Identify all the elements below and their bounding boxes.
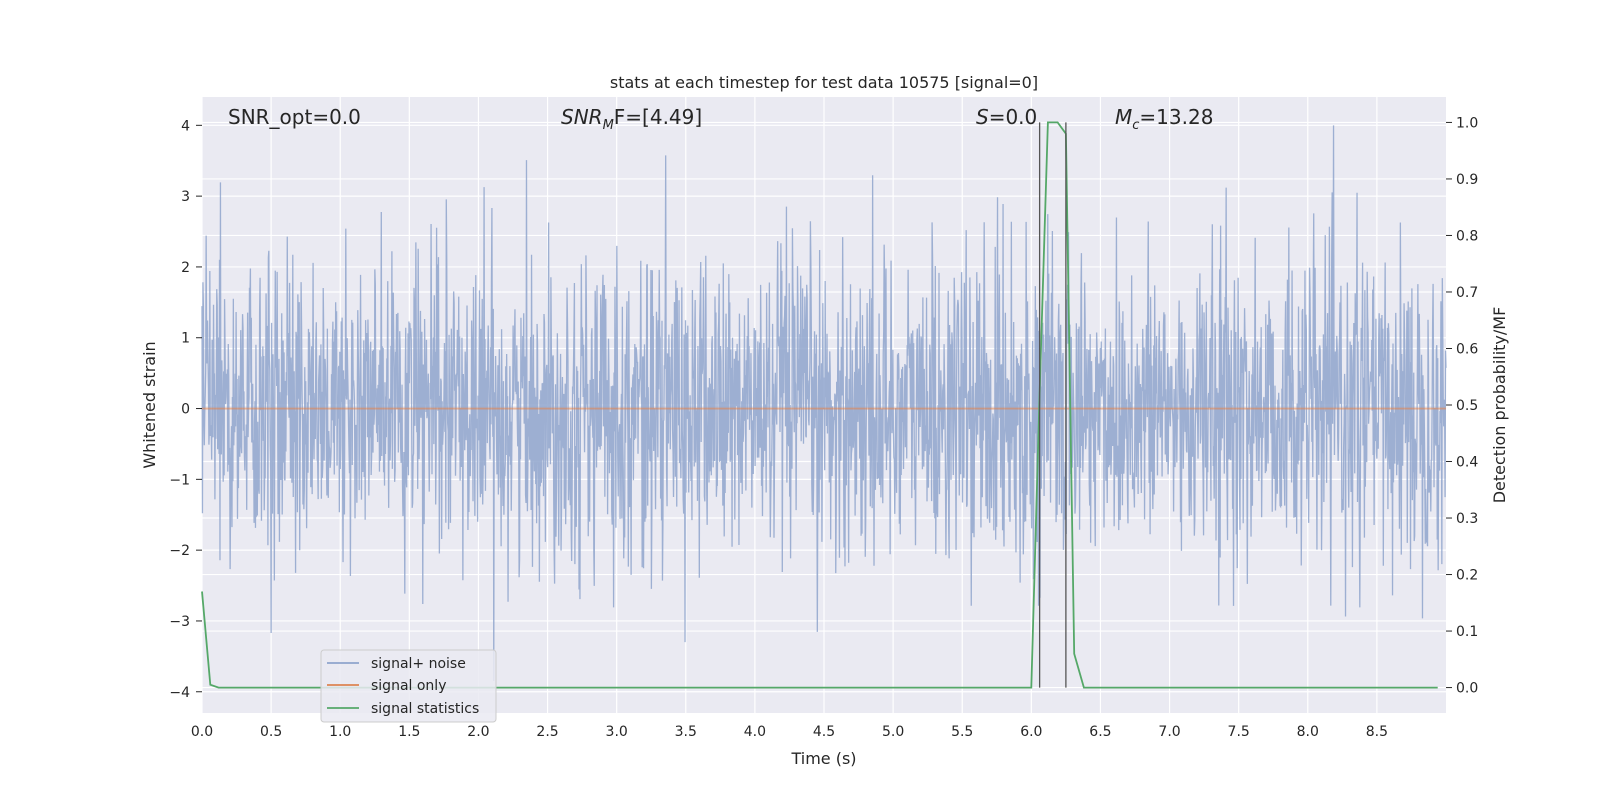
legend-box — [320, 649, 497, 723]
y2-tick-label: 0.0 — [1456, 681, 1478, 697]
chart-title: stats at each timestep for test data 105… — [610, 73, 1038, 92]
legend-label-signal-only: signal only — [371, 678, 446, 694]
y2-tick-label: 0.5 — [1456, 398, 1478, 414]
x-tick-label: 1.0 — [329, 724, 351, 740]
y2-tick-label: 0.1 — [1456, 624, 1478, 640]
legend-label-signal-noise: signal+ noise — [371, 656, 466, 672]
x-tick-label: 8.0 — [1297, 724, 1319, 740]
x-axis-label: Time (s) — [790, 749, 856, 768]
y2-tick-label: 0.2 — [1456, 568, 1478, 584]
noise-series — [201, 125, 1447, 681]
y-tick-label: 3 — [181, 189, 190, 205]
x-tick-label: 5.5 — [951, 724, 973, 740]
annotation-snr-mf: SNRMF=[4.49] — [561, 105, 702, 133]
x-ticks: 0.0 0.5 1.0 1.5 2.0 2.5 3.0 3.5 4.0 4.5 5.0 5.5 6.0 6… — [191, 724, 1388, 740]
y2-tick-label: 1.0 — [1456, 115, 1478, 131]
y2-tick-label: 0.7 — [1456, 285, 1478, 301]
x-tick-label: 7.0 — [1158, 724, 1180, 740]
series-signal-noise-line — [201, 125, 1447, 681]
y-tick-label: 1 — [181, 331, 190, 347]
legend-label-signal-statistics: signal statistics — [371, 701, 479, 717]
x-tick-label: 3.0 — [606, 724, 628, 740]
y2-tick-label: 0.8 — [1456, 228, 1478, 244]
y-tick-label: 4 — [181, 118, 190, 134]
legend: signal+ noise signal only signal statist… — [320, 649, 497, 723]
y-tick-label: −4 — [169, 685, 190, 701]
x-tick-label: 4.0 — [744, 724, 766, 740]
y-tick-label: −2 — [169, 543, 190, 559]
y2-axis-label: Detection probability/MF — [1490, 307, 1509, 504]
y-axis-label: Whitened strain — [140, 341, 159, 468]
y2-ticks: 1.0 0.9 0.8 0.7 0.6 0.5 0.4 0.3 0.2 0.1 0.0 — [1446, 115, 1478, 697]
x-tick-label: 4.5 — [813, 724, 835, 740]
x-tick-label: 1.5 — [398, 724, 420, 740]
x-tick-label: 2.0 — [467, 724, 489, 740]
y-tick-label: −3 — [169, 614, 190, 630]
y2-tick-label: 0.9 — [1456, 172, 1478, 188]
x-tick-label: 8.5 — [1366, 724, 1388, 740]
x-tick-label: 6.0 — [1020, 724, 1042, 740]
y-tick-label: −1 — [169, 472, 190, 488]
x-tick-label: 3.5 — [675, 724, 697, 740]
y-tick-label: 2 — [181, 260, 190, 276]
y2-tick-label: 0.4 — [1456, 455, 1478, 471]
y2-tick-label: 0.6 — [1456, 341, 1478, 357]
x-tick-label: 5.0 — [882, 724, 904, 740]
x-tick-label: 6.5 — [1089, 724, 1111, 740]
x-tick-label: 0.0 — [191, 724, 213, 740]
annotation-snr-opt: SNR_opt=0.0 — [228, 105, 361, 129]
annotation-s: S=0.0 — [976, 105, 1037, 129]
y-ticks: 4 3 2 1 0 −1 −2 −3 −4 — [169, 118, 202, 701]
y2-tick-label: 0.3 — [1456, 511, 1478, 527]
annotation-mc: Mc=13.28 — [1115, 105, 1213, 133]
x-tick-label: 7.5 — [1228, 724, 1250, 740]
y-tick-label: 0 — [181, 402, 190, 418]
x-tick-label: 2.5 — [536, 724, 558, 740]
vertical-markers — [1038, 122, 1067, 688]
x-tick-label: 0.5 — [260, 724, 282, 740]
